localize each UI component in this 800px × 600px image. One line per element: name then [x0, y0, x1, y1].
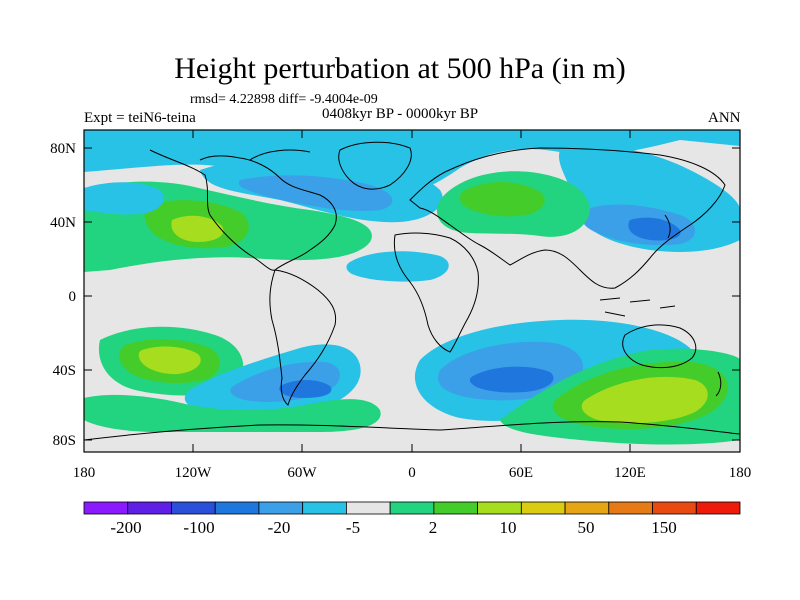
coast-africa [393, 232, 479, 353]
longitude-labels: 180 120W 60W 0 60E 120E 180 [73, 465, 752, 481]
colorbar-label: 10 [500, 518, 517, 537]
stats-text: rmsd= 4.22898 diff= -9.4004e-09 [190, 92, 378, 107]
lat-label: 40N [50, 215, 76, 231]
latitude-labels: 80N 40N 0 40S 80S [50, 141, 76, 449]
colorbar-label: 50 [578, 518, 595, 537]
anomaly-spacific-positive-core [138, 346, 201, 375]
colorbar-label: 2 [429, 518, 438, 537]
colorbar-box [127, 501, 172, 515]
coast-south-america [269, 269, 337, 406]
coast-newzealand [715, 371, 722, 397]
experiment-label: Expt = teiN6-teina [84, 110, 196, 126]
coast-australia [622, 324, 697, 369]
lon-label: 120W [175, 465, 213, 481]
colorbar-box [608, 501, 653, 515]
colorbar-box [345, 501, 391, 515]
anomaly-atlantic-negative [346, 251, 449, 282]
axis-ticks [83, 130, 741, 452]
anomaly-japan-negative-core [628, 217, 681, 241]
colorbar-box [302, 501, 347, 515]
colorbar-box [695, 501, 741, 515]
lon-label: 180 [729, 465, 752, 481]
season-label: ANN [708, 110, 741, 126]
anomaly-australia-positive-core [581, 376, 708, 424]
colorbar-box [389, 501, 435, 515]
anomaly-asia-positive-core [459, 181, 545, 217]
colorbar [83, 501, 741, 515]
anomaly-npacific-positive-core [171, 215, 224, 242]
lon-label: 0 [408, 465, 416, 481]
anomaly-southern-strip [84, 394, 381, 432]
coast-greenland [338, 141, 412, 190]
colorbar-box [83, 501, 129, 515]
lon-label: 120E [614, 465, 646, 481]
coast-indonesia [599, 297, 676, 317]
colorbar-box [171, 501, 216, 515]
coastlines [84, 141, 740, 441]
lat-label: 80S [53, 433, 76, 449]
coast-japan [664, 214, 671, 239]
colorbar-box [520, 501, 566, 515]
period-label: 0408kyr BP - 0000kyr BP [322, 106, 479, 122]
lon-label: 60E [509, 465, 533, 481]
height-field [84, 130, 740, 452]
lat-label: 40S [53, 363, 76, 379]
anomaly-indian-negative-core [469, 366, 554, 393]
plot-title: Height perturbation at 500 hPa (in m) [174, 52, 626, 85]
anomaly-westpacific-blue [84, 182, 164, 215]
colorbar-box [652, 501, 697, 515]
colorbar-label: -20 [268, 518, 291, 537]
colorbar-box [477, 501, 522, 515]
coast-north-america [149, 149, 337, 271]
colorbar-label: 150 [651, 518, 677, 537]
coast-europe-asia [409, 147, 726, 289]
colorbar-label: -5 [346, 518, 360, 537]
colorbar-box [258, 501, 304, 515]
lon-label: 60W [287, 465, 317, 481]
colorbar-label: -200 [110, 518, 141, 537]
colorbar-label: -100 [183, 518, 214, 537]
colorbar-box [433, 501, 478, 515]
coast-antarctica [84, 421, 740, 441]
colorbar-box [214, 501, 260, 515]
lat-label: 0 [69, 289, 77, 305]
colorbar-labels: -200 -100 -20 -5 2 10 50 150 [110, 518, 676, 537]
lat-label: 80N [50, 141, 76, 157]
anomaly-arctic-negative [84, 130, 740, 197]
lon-label: 180 [73, 465, 96, 481]
colorbar-box [564, 501, 610, 515]
